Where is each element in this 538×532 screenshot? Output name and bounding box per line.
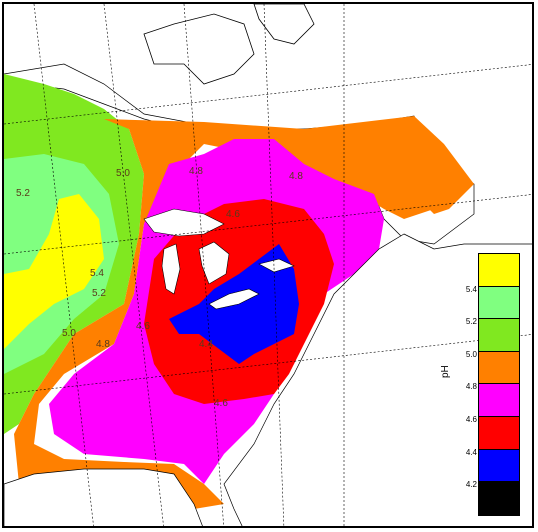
contour-label: 5.4 xyxy=(90,268,104,279)
contour-label: 5.2 xyxy=(92,288,106,299)
lake-michigan xyxy=(161,243,181,295)
legend-tick: 4.4 xyxy=(465,448,477,457)
legend-tick: 5.0 xyxy=(465,350,477,359)
legend-tick: 5.2 xyxy=(465,317,477,326)
contour-label: 4.6 xyxy=(136,321,150,332)
legend-swatch-red xyxy=(479,417,519,450)
ph-legend xyxy=(478,253,520,516)
island-north xyxy=(253,4,315,45)
contour-label: 4.8 xyxy=(289,171,303,182)
hudson-bay xyxy=(143,13,255,85)
legend-swatch-orange xyxy=(479,351,519,385)
lake-ontario xyxy=(258,258,295,273)
legend-swatch-lightgreen xyxy=(479,286,519,320)
legend-axis-label: pH xyxy=(440,365,451,378)
contour-label: 4.4 xyxy=(199,339,213,350)
contour-labels: 5.4 5.2 5.0 5.2 5.0 4.8 4.6 4.8 4.6 4.8 … xyxy=(16,166,303,409)
legend-tick: 4.2 xyxy=(465,480,477,489)
legend-tick: 5.4 xyxy=(465,285,477,294)
zone-orange-east xyxy=(399,116,474,214)
contour-label: 4.8 xyxy=(96,339,110,350)
legend-swatch-yellow xyxy=(479,254,519,287)
legend-tick: 4.6 xyxy=(465,415,477,424)
map-frame: 5.4 5.2 5.0 5.2 5.0 4.8 4.6 4.8 4.6 4.8 … xyxy=(2,2,534,528)
contour-label: 4.6 xyxy=(226,209,240,220)
lake-superior xyxy=(143,208,225,237)
contour-label: 5.0 xyxy=(62,328,76,339)
contour-label: 4.8 xyxy=(189,166,203,177)
legend-swatch-green xyxy=(479,319,519,352)
contour-label: 5.2 xyxy=(16,188,30,199)
legend-swatch-magenta xyxy=(479,384,519,417)
contour-label: 5.0 xyxy=(116,168,130,179)
lake-erie xyxy=(208,288,260,310)
legend-swatch-black xyxy=(479,482,519,516)
lake-huron xyxy=(198,241,230,285)
gulf-of-mexico xyxy=(4,468,203,526)
legend-tick: 4.8 xyxy=(465,382,477,391)
zone-yellow-west xyxy=(4,194,104,349)
ph-map: 5.4 5.2 5.0 5.2 5.0 4.8 4.6 4.8 4.6 4.8 … xyxy=(4,4,532,526)
contour-label: 4.6 xyxy=(214,398,228,409)
graticule xyxy=(4,4,532,526)
legend-swatch-blue xyxy=(479,449,519,483)
